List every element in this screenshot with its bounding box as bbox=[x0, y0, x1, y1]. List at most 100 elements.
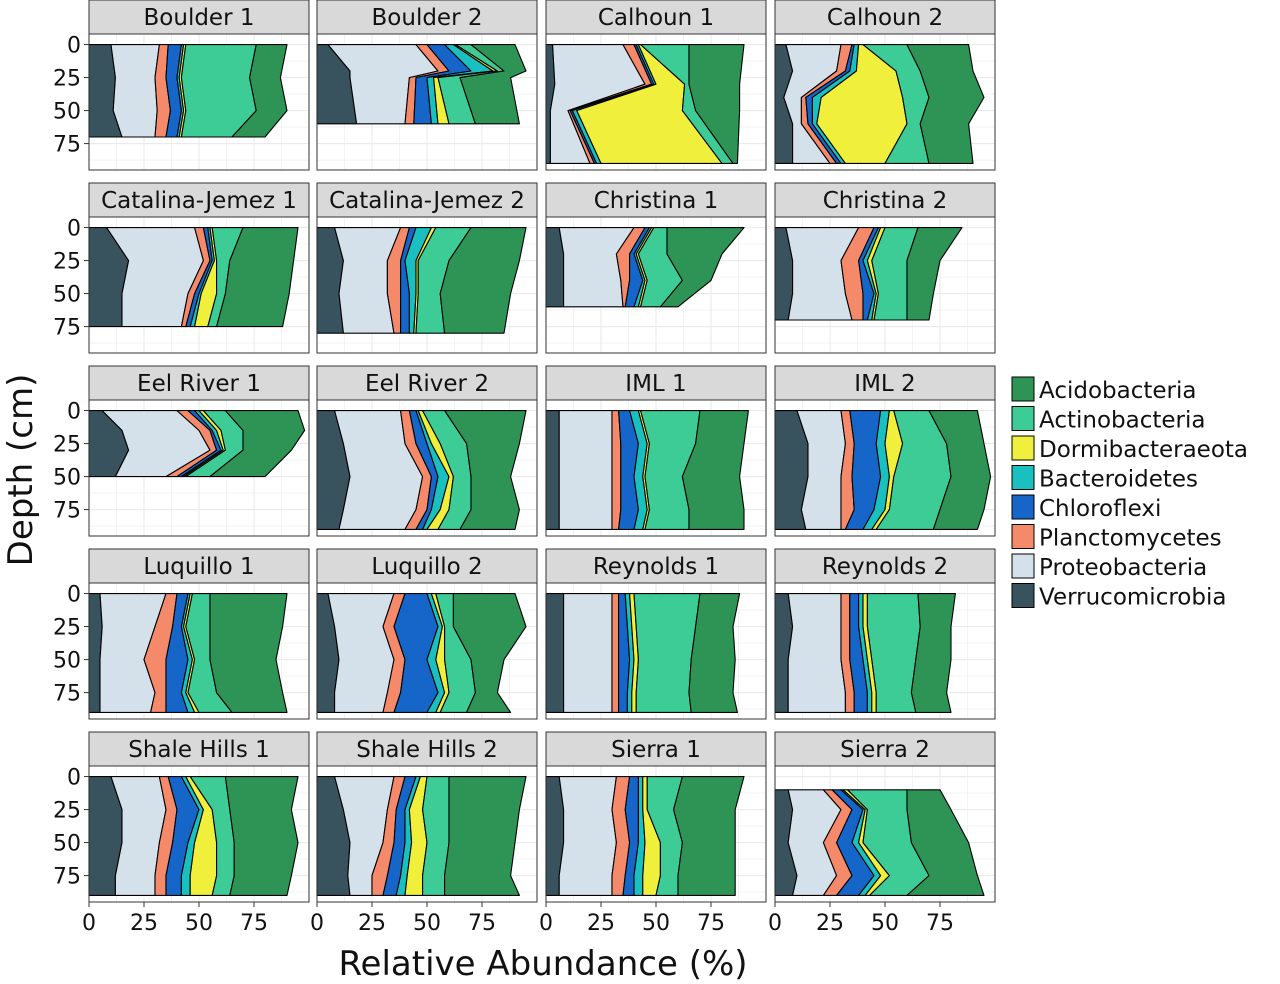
stacked-areas bbox=[316, 44, 527, 125]
legend-item-bacteroidetes: Bacteroidetes bbox=[1011, 465, 1198, 493]
y-tick-label: 75 bbox=[53, 865, 81, 890]
stacked-areas bbox=[774, 789, 985, 896]
y-tick-label: 75 bbox=[53, 316, 81, 341]
y-tick-label: 0 bbox=[67, 34, 81, 59]
panel-iml-2: IML 2 bbox=[774, 365, 996, 537]
area-proteobacteria bbox=[558, 776, 617, 896]
panel-border bbox=[316, 399, 538, 537]
panel-strip bbox=[88, 548, 310, 584]
panel-luquillo-1: Luquillo 1 0 25 50 75 bbox=[53, 548, 310, 720]
stacked-areas bbox=[774, 44, 985, 164]
panel-title: Shale Hills 1 bbox=[128, 737, 270, 763]
panel-eel-river-1: Eel River 1 0 25 50 75 bbox=[53, 365, 310, 537]
panel-border bbox=[545, 399, 767, 537]
stacked-areas bbox=[316, 776, 527, 896]
panel-strip bbox=[88, 731, 310, 767]
panel-title: Luquillo 2 bbox=[371, 554, 482, 580]
panel-title: Calhoun 2 bbox=[827, 5, 943, 31]
panel-strip bbox=[316, 0, 538, 35]
panel-border bbox=[774, 216, 996, 354]
panel-border bbox=[88, 216, 310, 354]
x-tick-label: 0 bbox=[310, 911, 324, 936]
panel-border bbox=[88, 582, 310, 720]
legend-swatch bbox=[1011, 406, 1035, 431]
stacked-areas bbox=[545, 776, 745, 896]
area-acidobacteria bbox=[673, 776, 745, 896]
panel-strip bbox=[774, 548, 996, 584]
panel-reynolds-1: Reynolds 1 bbox=[545, 548, 767, 720]
stacked-areas bbox=[316, 593, 527, 713]
area-proteobacteria bbox=[327, 593, 395, 713]
panel-catalina-jemez-2: Catalina-Jemez 2 bbox=[316, 182, 538, 354]
y-tick-label: 50 bbox=[53, 100, 81, 125]
area-verrucomicrobia bbox=[545, 593, 565, 713]
x-tick-label: 75 bbox=[240, 911, 268, 936]
panel-border bbox=[545, 33, 767, 171]
area-proteobacteria bbox=[787, 593, 846, 713]
panel-boulder-1: Boulder 1 0 25 50 75 bbox=[53, 0, 310, 171]
legend-label: Bacteroidetes bbox=[1039, 467, 1198, 493]
panel-title: Christina 2 bbox=[823, 188, 948, 214]
area-proteobacteria bbox=[558, 410, 613, 530]
panel-title: Eel River 2 bbox=[365, 371, 489, 397]
panel-border bbox=[774, 33, 996, 171]
panel-title: Catalina-Jemez 1 bbox=[101, 188, 297, 214]
x-axis-title: Relative Abundance (%) bbox=[338, 944, 747, 984]
panel-christina-1: Christina 1 bbox=[545, 182, 767, 354]
x-tick-label: 25 bbox=[587, 911, 615, 936]
stacked-areas bbox=[545, 593, 741, 713]
y-tick-label: 25 bbox=[53, 799, 81, 824]
panel-strip bbox=[545, 548, 767, 584]
panel-title: Eel River 1 bbox=[137, 371, 261, 397]
legend-label: Actinobacteria bbox=[1039, 408, 1205, 434]
legend-label: Proteobacteria bbox=[1039, 555, 1207, 581]
area-acidobacteria bbox=[910, 593, 956, 713]
legend-swatch bbox=[1011, 376, 1035, 402]
panel-border bbox=[545, 582, 767, 720]
legend-item-planctomycetes: Planctomycetes bbox=[1011, 524, 1222, 552]
y-tick-label: 0 bbox=[67, 217, 81, 242]
x-tick-label: 50 bbox=[185, 911, 213, 936]
panel-title: Catalina-Jemez 2 bbox=[329, 188, 525, 214]
y-tick-label: 75 bbox=[53, 499, 81, 524]
panel-title: Shale Hills 2 bbox=[356, 737, 498, 763]
area-acidobacteria bbox=[688, 44, 745, 164]
legend-item-chloroflexi: Chloroflexi bbox=[1011, 494, 1161, 522]
stacked-areas bbox=[545, 410, 749, 530]
facet-panels: Boulder 1 0 25 50 75 Boulder 2 Calhoun 1 Calhou… bbox=[53, 0, 996, 936]
legend-item-dormibacteraeota: Dormibacteraeota bbox=[1011, 435, 1248, 463]
panel-strip bbox=[316, 548, 538, 584]
area-proteobacteria bbox=[110, 44, 160, 138]
legend-swatch bbox=[1011, 583, 1035, 608]
stacked-areas bbox=[88, 410, 306, 478]
panel-strip bbox=[88, 365, 310, 401]
area-acidobacteria bbox=[906, 227, 963, 321]
area-acidobacteria bbox=[906, 789, 985, 896]
y-tick-label: 75 bbox=[53, 682, 81, 707]
area-acidobacteria bbox=[459, 44, 527, 125]
stacked-areas bbox=[316, 410, 527, 530]
panel-border bbox=[88, 399, 310, 537]
panel-catalina-jemez-1: Catalina-Jemez 1 0 25 50 75 bbox=[53, 182, 310, 354]
stacked-areas bbox=[774, 410, 992, 530]
y-tick-label: 0 bbox=[67, 766, 81, 791]
legend-swatch bbox=[1011, 524, 1035, 549]
legend-item-proteobacteria: Proteobacteria bbox=[1011, 553, 1207, 581]
panel-title: Sierra 2 bbox=[840, 737, 930, 763]
legend-label: Acidobacteria bbox=[1039, 378, 1197, 404]
x-tick-label: 75 bbox=[697, 911, 725, 936]
area-acidobacteria bbox=[444, 410, 527, 530]
stacked-areas bbox=[88, 227, 299, 328]
stacked-areas bbox=[545, 44, 745, 164]
panel-strip bbox=[316, 365, 538, 401]
axis-labels: Relative Abundance (%) Depth (cm) bbox=[1, 374, 748, 984]
panel-strip bbox=[774, 365, 996, 401]
stacked-areas bbox=[88, 593, 288, 713]
panel-strip bbox=[545, 365, 767, 401]
y-tick-label: 25 bbox=[53, 67, 81, 92]
stacked-areas bbox=[545, 227, 745, 308]
legend-item-acidobacteria: Acidobacteria bbox=[1011, 376, 1197, 404]
legend-item-verrucomicrobia: Verrucomicrobia bbox=[1011, 583, 1226, 611]
